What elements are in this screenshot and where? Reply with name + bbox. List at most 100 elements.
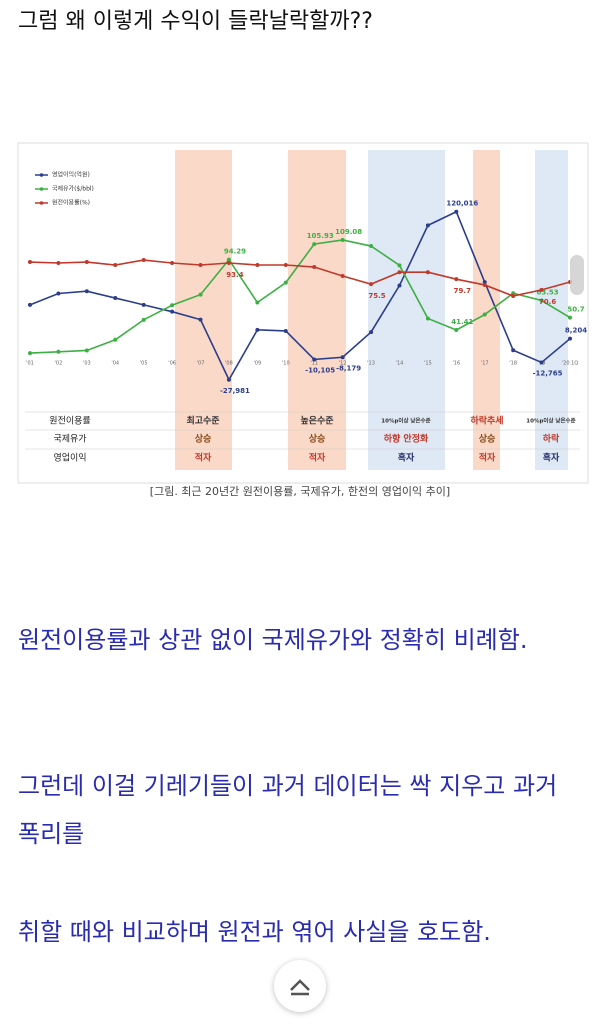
x-tick-label: '17 [481, 361, 489, 367]
x-tick-label: '01 [26, 361, 34, 367]
data-point [511, 291, 516, 296]
table-cell: 적자 [479, 452, 496, 464]
x-tick-label: '14 [396, 361, 404, 367]
data-label: -27,981 [220, 387, 250, 395]
data-point [28, 351, 32, 356]
data-point [397, 270, 402, 275]
data-point [28, 260, 32, 265]
table-cell: 영업이익 [53, 452, 86, 464]
highlight-band [535, 150, 568, 470]
table-cell: 하향 안정화 [384, 433, 429, 445]
data-point [255, 263, 260, 268]
data-point [56, 291, 61, 296]
data-point [170, 309, 175, 314]
data-label: 79.7 [454, 287, 471, 295]
x-tick-label: '15 [424, 361, 432, 367]
data-point [312, 265, 317, 270]
x-tick-label: '04 [111, 361, 119, 367]
data-point [56, 261, 61, 266]
data-point [369, 330, 374, 335]
data-point [454, 327, 459, 332]
x-tick-label: '20.1Q [562, 361, 579, 367]
paragraph: 그런데 이걸 기레기들이 과거 데이터는 싹 지우고 과거 폭리를 [18, 772, 558, 848]
x-tick-label: '08 [225, 361, 233, 367]
data-point [226, 257, 231, 262]
x-tick-label: '02 [55, 361, 63, 367]
table-cell: 상승 [479, 433, 496, 445]
table-cell: 상승 [195, 433, 212, 445]
data-point [198, 317, 203, 322]
scroll-top-button[interactable] [274, 960, 326, 1012]
post-title: 그럼 왜 이렇게 수익이 들락날락할까?? [18, 9, 373, 34]
x-tick-label: '12 [339, 361, 347, 367]
data-point [113, 263, 118, 268]
data-point [255, 300, 260, 305]
data-label: 8,204 [565, 327, 587, 335]
x-tick-label: '18 [509, 361, 517, 367]
data-point [283, 263, 288, 268]
data-point [226, 261, 231, 266]
data-point [482, 280, 487, 285]
table-cell: 10%p이상 낮은수준 [526, 417, 575, 425]
data-point [283, 328, 288, 333]
data-point [340, 355, 345, 360]
data-point [170, 303, 175, 308]
data-label: 105.93 [307, 232, 334, 240]
data-point [340, 237, 345, 242]
data-label: -12,765 [533, 369, 563, 377]
data-point [113, 337, 118, 342]
x-tick-label: '16 [452, 361, 460, 367]
legend-label: 영업이익(억원) [52, 171, 90, 179]
data-point [312, 357, 317, 362]
data-point [170, 261, 175, 266]
legend-label: 국제유가($/bbl) [52, 185, 94, 193]
data-point [397, 263, 402, 268]
highlight-band [368, 150, 445, 470]
data-point [482, 282, 487, 287]
data-label: 70.6 [539, 298, 556, 306]
data-point [369, 244, 374, 249]
legend-label: 원전이용률(%) [52, 199, 90, 207]
data-point [425, 270, 430, 275]
data-point [454, 209, 459, 214]
data-point [141, 258, 146, 263]
x-tick-label: '10 [282, 361, 290, 367]
data-point [568, 336, 572, 341]
data-point [226, 377, 231, 382]
table-cell: 상승 [309, 433, 326, 445]
data-point [255, 327, 260, 332]
legend-marker [39, 173, 44, 177]
x-tick-label: '07 [197, 361, 205, 367]
data-label: -8,179 [336, 364, 361, 372]
data-label: 50.7 [567, 306, 584, 314]
data-label: 109.08 [335, 228, 362, 236]
series-line [29, 210, 571, 382]
highlight-band [288, 150, 346, 470]
data-point [113, 296, 118, 301]
data-label: 63.53 [537, 289, 559, 297]
data-point [141, 317, 146, 322]
data-point [511, 294, 516, 299]
data-point [425, 223, 430, 228]
table-cell: 하락추세 [470, 415, 503, 427]
paragraph: 취할 때와 비교하며 원전과 엮어 사실을 호도함. [18, 918, 491, 946]
data-point [84, 260, 89, 265]
table-cell: 하락 [543, 433, 560, 445]
data-point [425, 316, 430, 321]
data-label: -10,105 [305, 366, 335, 374]
data-point [539, 360, 544, 365]
data-point [568, 315, 572, 320]
x-tick-label: '06 [168, 361, 176, 367]
data-point [141, 302, 146, 307]
data-label: 75.5 [368, 292, 385, 300]
legend-marker [39, 187, 44, 191]
data-point [482, 312, 487, 317]
data-point [84, 348, 89, 353]
chevron-icon [290, 979, 310, 996]
table-cell: 높은수준 [300, 416, 333, 427]
data-label: 41.41 [451, 318, 473, 326]
data-point [312, 242, 317, 247]
data-point [198, 292, 203, 297]
